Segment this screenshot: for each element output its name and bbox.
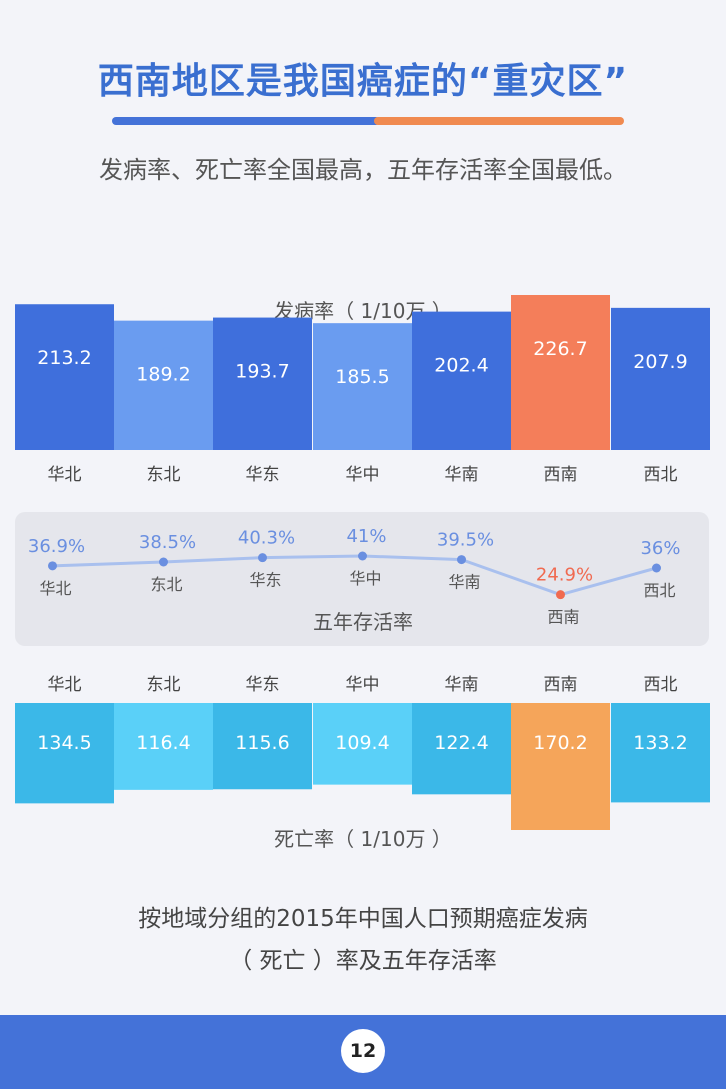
incidence-category-label: 西北 bbox=[644, 465, 678, 485]
incidence-category-label: 华中 bbox=[346, 465, 380, 485]
incidence-category-label: 西南 bbox=[544, 465, 578, 485]
incidence-value-label: 193.7 bbox=[235, 361, 289, 383]
incidence-value-label: 189.2 bbox=[136, 364, 190, 386]
mortality-value-label: 109.4 bbox=[335, 732, 389, 754]
caption-line-1: 按地域分组的2015年中国人口预期癌症发病 bbox=[138, 906, 588, 932]
incidence-bar bbox=[412, 311, 511, 450]
mortality-category-label: 西南 bbox=[544, 675, 578, 695]
mortality-bar bbox=[511, 703, 610, 830]
mortality-value-label: 133.2 bbox=[633, 732, 687, 754]
mortality-value-label: 116.4 bbox=[136, 732, 190, 754]
mortality-value-label: 134.5 bbox=[37, 732, 91, 754]
survival-value-label: 40.3% bbox=[238, 528, 295, 549]
incidence-bar bbox=[15, 304, 114, 450]
survival-category-label: 华北 bbox=[39, 579, 71, 598]
survival-category-label: 华中 bbox=[349, 569, 381, 588]
survival-value-label: 36% bbox=[640, 538, 680, 559]
mortality-bar bbox=[412, 703, 511, 795]
survival-value-label: 36.9% bbox=[28, 536, 85, 557]
caption-line-2: （ 死亡 ）率及五年存活率 bbox=[229, 948, 497, 974]
page-subtitle: 发病率、死亡率全国最高，五年存活率全国最低。 bbox=[99, 156, 627, 184]
incidence-value-label: 207.9 bbox=[633, 351, 687, 373]
incidence-value-label: 213.2 bbox=[37, 347, 91, 369]
incidence-bar bbox=[213, 317, 312, 450]
incidence-category-label: 华北 bbox=[48, 465, 82, 485]
survival-value-label: 38.5% bbox=[139, 532, 196, 553]
survival-point bbox=[358, 551, 367, 561]
mortality-value-label: 115.6 bbox=[235, 732, 289, 754]
incidence-bar bbox=[114, 320, 213, 450]
survival-panel bbox=[15, 512, 709, 646]
mortality-value-label: 170.2 bbox=[533, 732, 587, 754]
survival-category-label: 东北 bbox=[150, 575, 182, 594]
survival-point bbox=[457, 555, 466, 565]
mortality-category-label: 西北 bbox=[644, 675, 678, 695]
title-underline-orange bbox=[374, 117, 624, 125]
survival-value-label: 39.5% bbox=[437, 530, 494, 551]
mortality-chart-title: 死亡率（ 1/10万 ） bbox=[274, 827, 452, 851]
survival-value-label: 41% bbox=[346, 526, 386, 547]
mortality-category-label: 华中 bbox=[346, 675, 380, 695]
mortality-category-label: 东北 bbox=[147, 675, 181, 695]
survival-category-label: 华南 bbox=[448, 573, 480, 592]
incidence-category-label: 东北 bbox=[147, 465, 181, 485]
survival-value-label: 24.9% bbox=[536, 565, 593, 586]
mortality-value-label: 122.4 bbox=[434, 732, 488, 754]
survival-chart-title: 五年存活率 bbox=[313, 610, 413, 634]
mortality-bar bbox=[15, 703, 114, 804]
survival-point bbox=[652, 563, 661, 573]
incidence-bar bbox=[611, 307, 710, 450]
incidence-category-label: 华东 bbox=[246, 465, 280, 485]
survival-point bbox=[556, 590, 565, 600]
title-underline-blue bbox=[112, 117, 380, 125]
page-title: 西南地区是我国癌症的“重灾区” bbox=[97, 61, 629, 102]
mortality-category-label: 华南 bbox=[445, 675, 479, 695]
survival-point bbox=[258, 553, 267, 563]
mortality-bar bbox=[114, 703, 213, 790]
mortality-category-label: 华北 bbox=[48, 675, 82, 695]
page-number-badge: 12 bbox=[341, 1029, 385, 1073]
incidence-category-label: 华南 bbox=[445, 465, 479, 485]
survival-category-label: 西南 bbox=[547, 608, 579, 627]
incidence-bar bbox=[511, 295, 610, 450]
survival-point bbox=[159, 557, 168, 567]
incidence-value-label: 202.4 bbox=[434, 355, 488, 377]
incidence-value-label: 226.7 bbox=[533, 338, 587, 360]
mortality-bar bbox=[213, 703, 312, 790]
survival-category-label: 西北 bbox=[643, 581, 675, 600]
mortality-bar bbox=[313, 703, 412, 785]
survival-category-label: 华东 bbox=[249, 571, 281, 590]
incidence-bar bbox=[313, 323, 412, 450]
survival-point bbox=[48, 561, 57, 571]
incidence-value-label: 185.5 bbox=[335, 366, 389, 388]
mortality-bar bbox=[611, 703, 710, 803]
mortality-category-label: 华东 bbox=[246, 675, 280, 695]
